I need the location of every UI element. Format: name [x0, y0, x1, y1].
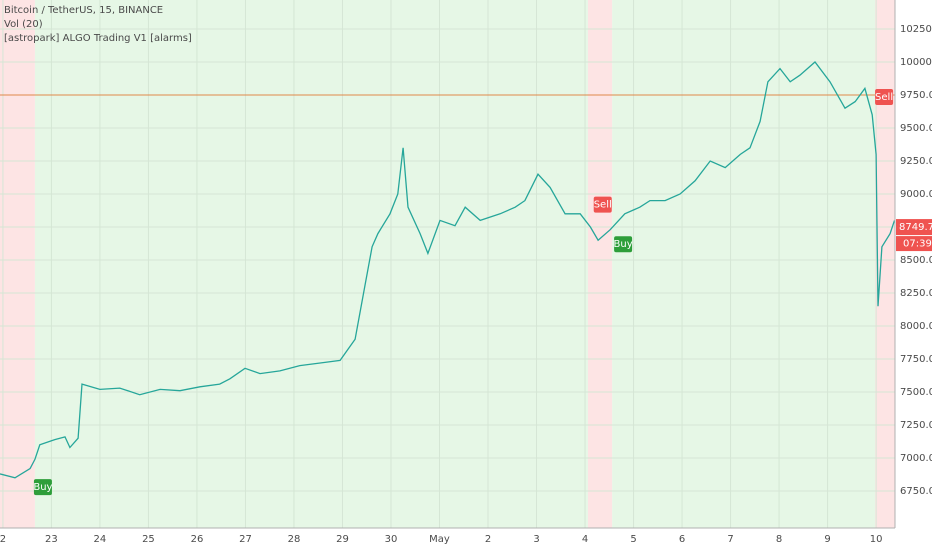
y-tick-label: 6750.00: [900, 486, 932, 497]
x-tick-label: 9: [824, 534, 830, 545]
y-tick-label: 7500.00: [900, 387, 932, 398]
y-tick-label: 9250.00: [900, 156, 932, 167]
y-tick-label: 8250.00: [900, 288, 932, 299]
y-tick-label: 8000.00: [900, 321, 932, 332]
indicator-label: Vol (20): [4, 19, 43, 30]
x-tick-label: 10: [870, 534, 883, 545]
x-tick-label: 7: [727, 534, 733, 545]
zone: [875, 0, 895, 528]
x-tick-label: 29: [336, 534, 349, 545]
x-tick-label: 5: [630, 534, 636, 545]
x-tick-label: 2: [0, 534, 6, 545]
y-tick-label: 7000.00: [900, 453, 932, 464]
signal-label: Buy: [614, 239, 633, 250]
indicator-label: [astropark] ALGO Trading V1 [alarms]: [4, 33, 192, 44]
x-tick-label: May: [429, 534, 450, 545]
signal-label: Sell: [875, 92, 893, 103]
y-tick-label: 9750.00: [900, 90, 932, 101]
zone: [0, 0, 35, 528]
signal-marker: [614, 236, 633, 253]
chart-title: Bitcoin / TetherUS, 15, BINANCE: [4, 5, 163, 16]
y-tick-label: 8500.00: [900, 255, 932, 266]
last-price-box: [896, 219, 932, 236]
y-tick-label: 9000.00: [900, 189, 932, 200]
y-tick-label: 10000.00: [900, 57, 932, 68]
price-series: [0, 61, 896, 479]
x-tick-label: 3: [533, 534, 539, 545]
y-tick-label: 9500.00: [900, 123, 932, 134]
x-tick-label: 6: [679, 534, 685, 545]
x-tick-label: 28: [288, 534, 301, 545]
signal-marker: [33, 479, 52, 496]
y-tick-label: 7750.00: [900, 354, 932, 365]
y-tick-label: 7250.00: [900, 420, 932, 431]
signal-marker: [875, 89, 894, 106]
signal-marker: [593, 196, 612, 213]
zone: [34, 0, 588, 528]
x-tick-label: 27: [239, 534, 252, 545]
signal-label: Sell: [594, 200, 612, 211]
x-tick-label: 8: [776, 534, 782, 545]
x-tick-label: 2: [485, 534, 491, 545]
x-tick-label: 24: [94, 534, 107, 545]
x-tick-label: 25: [142, 534, 155, 545]
x-tick-label: 30: [385, 534, 398, 545]
zone: [612, 0, 876, 528]
x-tick-label: 26: [191, 534, 204, 545]
countdown-label: 07:39: [903, 239, 932, 250]
x-tick-label: 4: [582, 534, 588, 545]
countdown-box: [896, 236, 932, 252]
last-price-label: 8749.73: [899, 222, 932, 233]
x-tick-label: 23: [45, 534, 58, 545]
zone: [587, 0, 613, 528]
signal-label: Buy: [33, 482, 52, 493]
y-tick-label: 10250.00: [900, 24, 932, 35]
